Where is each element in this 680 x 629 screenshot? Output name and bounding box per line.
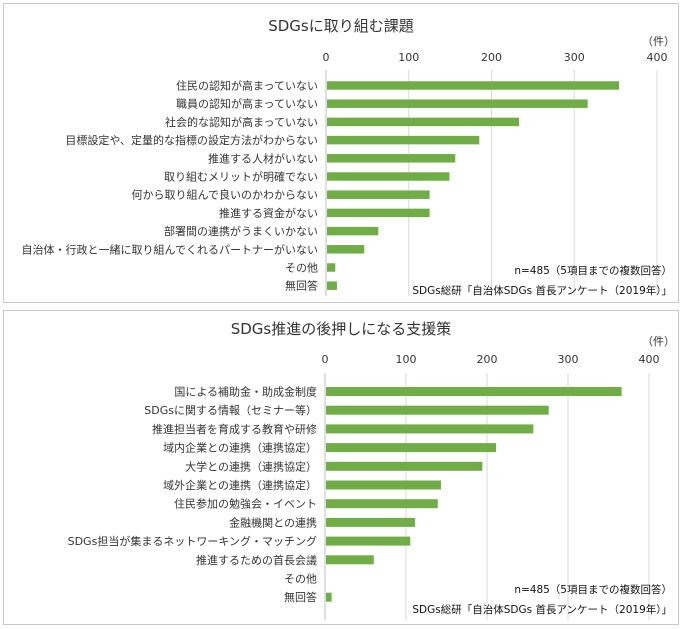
- x-tick-label: 100: [398, 51, 419, 64]
- chart-panel-challenges: SDGsに取り組む課題 （件） 0 100 200 300 400 住民の認知が高まっていない…: [3, 3, 679, 303]
- unit-label: （件）: [642, 35, 675, 48]
- bar: [327, 172, 450, 181]
- source-note: SDGs総研「自治体SDGs 首長アンケート（2019年）」: [412, 603, 672, 616]
- category-label: 部署間の連携がうまくいかない: [164, 224, 318, 238]
- bar: [326, 592, 332, 602]
- sample-note: n=485（5項目までの複数回答）: [514, 264, 672, 277]
- chart-support: SDGs推進の後押しになる支援策 （件） 0 100 200 300 400 国による補助金・…: [68, 320, 675, 620]
- category-label: SDGs担当が集まるネットワーキング・マッチング: [68, 534, 317, 548]
- category-label: その他: [285, 262, 318, 275]
- bar: [327, 99, 588, 108]
- bar: [327, 263, 336, 272]
- bar: [326, 499, 438, 509]
- bar: [326, 536, 411, 546]
- category-label: 何から取り組んで良いのかわからない: [132, 188, 318, 202]
- category-label: 社会的な認知が高まっていない: [165, 115, 318, 129]
- bar: [327, 117, 519, 127]
- bar: [327, 208, 430, 218]
- bar: [326, 405, 549, 415]
- category-label: 自治体・行政と一緒に取り組んでくれるパートナーがいない: [22, 242, 318, 256]
- source-note: SDGs総研「自治体SDGs 首長アンケート（2019年）」: [412, 284, 672, 297]
- bar: [326, 424, 534, 434]
- bar: [327, 245, 365, 254]
- category-label: 推進する人材がいない: [208, 151, 318, 165]
- x-tick-label: 200: [477, 353, 498, 366]
- category-label: 域内企業との連携（連携協定）: [163, 441, 317, 455]
- chart-title: SDGs推進の後押しになる支援策: [231, 320, 452, 338]
- x-tick-label: 400: [647, 51, 668, 64]
- category-label: その他: [284, 573, 317, 586]
- sample-note: n=485（5項目までの複数回答）: [514, 583, 672, 596]
- category-label: 職員の認知が高まっていない: [176, 97, 318, 111]
- bar: [327, 81, 620, 90]
- chart-title: SDGsに取り組む課題: [268, 17, 414, 35]
- bar: [326, 387, 622, 396]
- bar: [327, 135, 480, 145]
- category-label: 推進する資金がない: [219, 206, 318, 220]
- bar: [327, 281, 337, 290]
- chart-challenges: SDGsに取り組む課題 （件） 0 100 200 300 400 住民の認知が高まっていない…: [22, 17, 675, 297]
- category-label: 無回答: [285, 279, 318, 293]
- category-label: 金融機関との連携: [229, 515, 317, 529]
- x-tick-label: 300: [564, 51, 585, 64]
- x-tick-label: 300: [558, 353, 579, 366]
- bar: [327, 226, 379, 236]
- category-label: 住民参加の勉強会・イベント: [174, 497, 317, 511]
- category-label: SDGsに関する情報（セミナー等）: [144, 403, 317, 417]
- category-label: 国による補助金・助成金制度: [174, 385, 317, 399]
- category-label: 大学との連携（連携協定）: [185, 459, 317, 473]
- bar: [326, 517, 416, 527]
- bar: [326, 480, 442, 490]
- chart-panel-support: SDGs推進の後押しになる支援策 （件） 0 100 200 300 400 国による補助金・…: [3, 310, 679, 625]
- x-tick-label: 0: [323, 51, 330, 64]
- x-tick-label: 200: [481, 51, 502, 64]
- category-label: 推進するための首長会議: [196, 553, 317, 567]
- category-label: 無回答: [284, 590, 317, 604]
- bar: [327, 154, 456, 163]
- bar: [326, 443, 497, 453]
- category-label: 目標設定や、定量的な指標の設定方法がわからない: [65, 133, 318, 147]
- category-label: 域外企業との連携（連携協定）: [163, 478, 317, 492]
- category-label: 住民の認知が高まっていない: [176, 79, 318, 93]
- bar: [326, 461, 483, 471]
- x-tick-label: 400: [639, 353, 660, 366]
- bar: [327, 190, 430, 199]
- x-tick-label: 0: [322, 353, 329, 366]
- category-label: 推進担当者を育成する教育や研修: [152, 422, 317, 436]
- bar: [326, 555, 374, 565]
- category-label: 取り組むメリットが明確でない: [164, 170, 318, 184]
- unit-label: （件）: [642, 335, 675, 348]
- x-tick-label: 100: [396, 353, 417, 366]
